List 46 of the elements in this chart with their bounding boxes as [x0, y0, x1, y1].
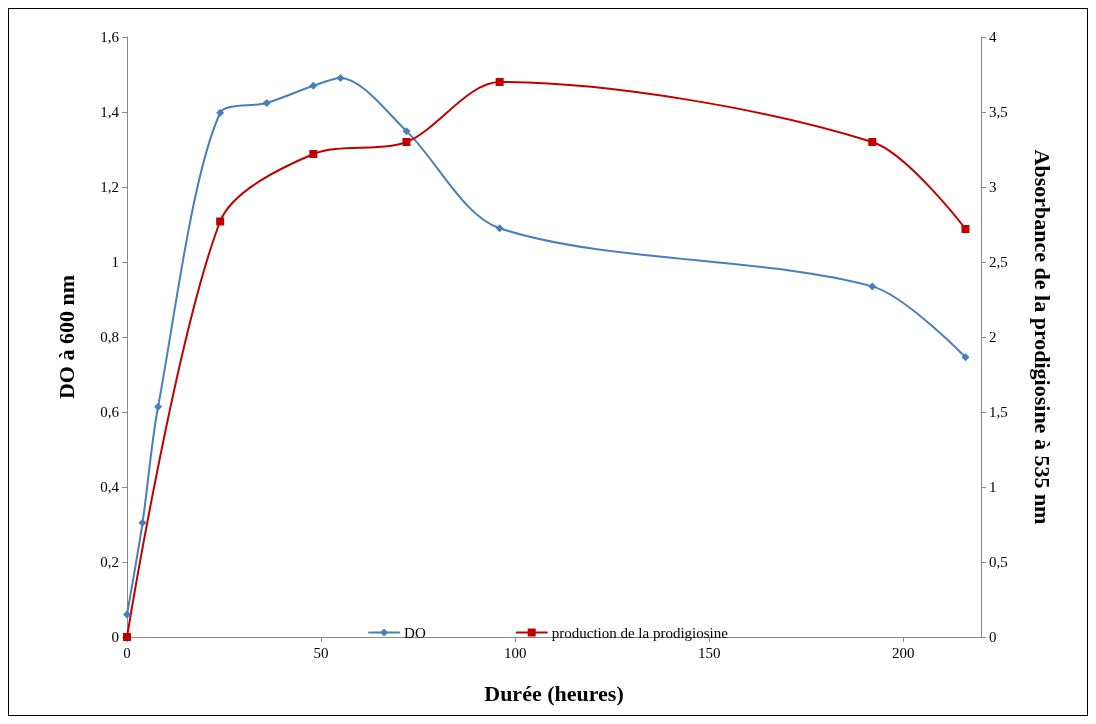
- y-tick-label: 1: [111, 254, 119, 270]
- point: [402, 127, 411, 136]
- point: [868, 138, 877, 146]
- y-tick-label: 1,2: [100, 179, 119, 195]
- x-axis-title: Durée (heures): [484, 680, 624, 706]
- y2-tick-label: 2,5: [989, 254, 1008, 270]
- point: [216, 217, 225, 226]
- y-tick-label: 0,4: [100, 479, 120, 495]
- point: [138, 518, 147, 527]
- x-tick-label: 0: [123, 644, 131, 661]
- point: [216, 108, 225, 117]
- y2-tick-label: 4: [989, 29, 997, 45]
- x-tick-label: 150: [698, 644, 721, 661]
- point: [961, 353, 970, 362]
- x-tick-label: 50: [313, 644, 329, 661]
- y-tick-label: 1,6: [100, 29, 120, 45]
- y-tick-label: 0,6: [100, 404, 120, 420]
- point: [868, 282, 877, 291]
- legend-label: DO: [404, 624, 426, 641]
- y2-tick-label: 3: [989, 179, 997, 195]
- point: [309, 150, 318, 158]
- point: [495, 78, 504, 86]
- x-tick-label: 200: [892, 644, 915, 661]
- point: [123, 633, 131, 641]
- y-tick-label: 0,2: [100, 554, 119, 570]
- y2-tick-label: 0,5: [989, 554, 1008, 570]
- y2-tick-label: 2: [989, 329, 997, 345]
- y2-tick-label: 1: [989, 479, 997, 495]
- point: [123, 610, 131, 619]
- legend-label: production de la prodigiosine: [551, 624, 729, 641]
- point: [402, 138, 411, 146]
- point: [262, 99, 271, 107]
- point: [961, 225, 970, 233]
- point: [154, 402, 163, 411]
- y2-axis-title: Absorbance de la prodigiosine à 535 nm: [1029, 149, 1055, 525]
- y2-tick-label: 3,5: [989, 104, 1008, 120]
- y2-tick-label: 0: [989, 629, 997, 645]
- point: [495, 224, 504, 233]
- y-axis-title: DO à 600 nm: [53, 274, 79, 400]
- x-tick-label: 100: [503, 644, 527, 661]
- point: [309, 81, 318, 90]
- y-tick-label: 0,8: [100, 329, 119, 345]
- y2-tick-label: 1,5: [989, 404, 1008, 420]
- y-tick-label: 1,4: [100, 104, 120, 120]
- point: [336, 73, 345, 82]
- y-tick-label: 0: [111, 629, 119, 645]
